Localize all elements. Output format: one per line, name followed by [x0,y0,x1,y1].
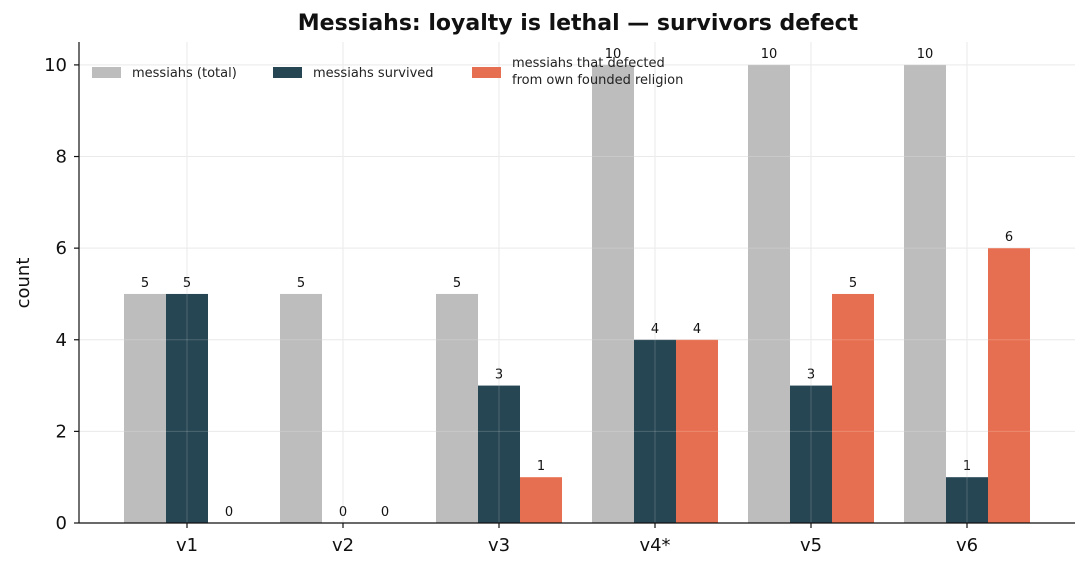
y-tick-label: 8 [56,147,67,168]
y-tick-label: 0 [56,513,67,534]
grid-lines [79,42,1075,524]
bar-value-label: 10 [605,47,622,62]
bar-value-label: 5 [453,276,461,291]
bar-value-label: 6 [1005,230,1013,245]
bar-series-2-v4* [676,339,718,523]
legend-swatch [273,67,302,78]
bar-value-label: 10 [917,47,934,62]
bar-value-label: 5 [297,276,305,291]
legend-entry-label: messiahs that defected from own founded r… [512,56,683,88]
bar-value-label: 0 [339,505,347,520]
bar-series-1-v4* [634,339,676,523]
bar-series-0-v4* [592,64,634,524]
bar-value-label: 5 [141,276,149,291]
chart-title: Messiahs: loyalty is lethal — survivors … [298,11,859,36]
bar-value-label: 10 [761,47,778,62]
bars [124,64,1030,524]
legend: messiahs (total) messiahs survived messiah… [92,56,683,88]
bar-value-label: 3 [495,368,503,383]
bar-series-0-v2 [280,293,322,523]
legend-entry-line: messiahs that defected [512,56,665,71]
y-tick-label: 4 [56,330,67,351]
y-tick-label: 10 [44,55,67,76]
x-tick-label: v1 [176,535,198,556]
x-tick-label: v3 [488,535,510,556]
legend-swatch [92,67,121,78]
legend-entry-label: messiahs (total) [132,66,237,81]
bar-series-1-v3 [478,385,520,523]
bar-series-1-v1 [166,293,208,523]
legend-entry-line: from own founded religion [512,73,683,88]
bar-series-0-v6 [904,64,946,524]
bar-value-label: 3 [807,368,815,383]
y-tick-label: 2 [56,421,67,442]
bar-series-0-v5 [748,64,790,524]
x-tick-label: v5 [800,535,822,556]
bar-value-label: 0 [381,505,389,520]
bar-value-label: 1 [963,459,971,474]
bar-value-label: 5 [849,276,857,291]
bar-value-label: 4 [651,322,659,337]
y-tick-label: 6 [56,238,67,259]
x-tick-label: v2 [332,535,354,556]
bar-series-1-v6 [946,477,988,523]
legend-swatch [472,67,501,78]
bar-series-2-v3 [520,477,562,523]
bar-series-1-v5 [790,385,832,523]
bar-series-2-v6 [988,248,1030,523]
bar-value-label: 5 [183,276,191,291]
bar-value-label: 1 [537,459,545,474]
bar-value-label: 0 [225,505,233,520]
bar-series-2-v5 [832,293,874,523]
y-axis-label: count [13,258,34,309]
bar-value-label: 4 [693,322,701,337]
bar-series-0-v3 [436,293,478,523]
bar-series-0-v1 [124,293,166,523]
legend-entry-label: messiahs survived [313,66,434,81]
x-tick-label: v4* [639,535,670,556]
x-tick-label: v6 [956,535,978,556]
